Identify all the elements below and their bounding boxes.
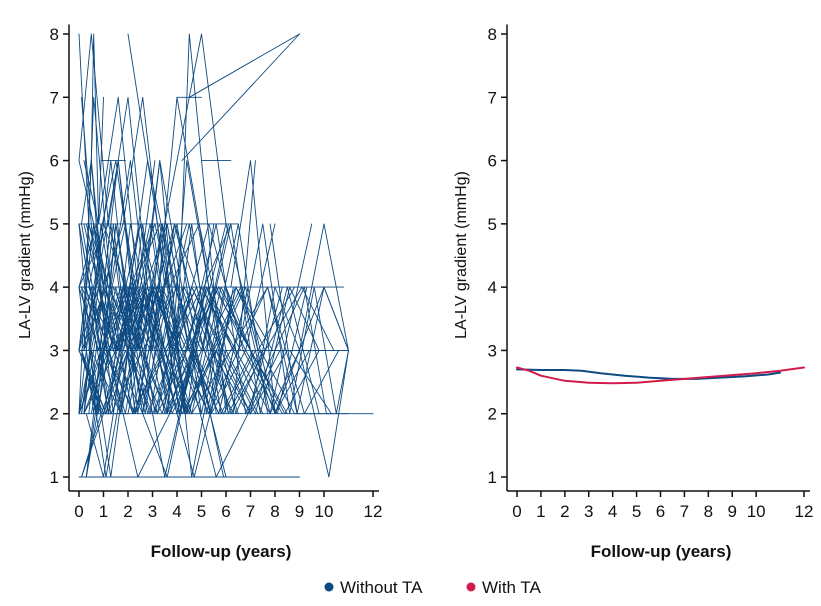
without-ta-line xyxy=(516,368,782,380)
left-y-tick-label: 5 xyxy=(50,215,59,234)
left-y-tick-label: 6 xyxy=(50,152,59,171)
left-x-tick-label: 4 xyxy=(172,502,181,521)
legend-label-without-ta: Without TA xyxy=(340,578,423,597)
patient-trajectory-line xyxy=(78,160,210,415)
left-x-tick-label: 0 xyxy=(74,502,83,521)
left-x-tick-label: 12 xyxy=(364,502,383,521)
right-x-tick-label: 3 xyxy=(584,502,593,521)
patient-trajectory-line xyxy=(152,33,227,288)
patient-trajectory-line xyxy=(78,286,349,415)
left-x-tick-label: 9 xyxy=(295,502,304,521)
patient-trajectory-line xyxy=(85,286,205,478)
right-y-tick-label: 8 xyxy=(488,25,497,44)
right-x-tick-label: 10 xyxy=(747,502,766,521)
right-x-tick-label: 6 xyxy=(656,502,665,521)
legend-label-with-ta: With TA xyxy=(482,578,542,597)
right-x-tick-label: 2 xyxy=(560,502,569,521)
patient-trajectory-line xyxy=(83,286,325,415)
patient-trajectory-line xyxy=(81,223,313,415)
patient-trajectory-line xyxy=(83,286,234,478)
right-y-tick-label: 1 xyxy=(488,468,497,487)
left-x-tick-label: 10 xyxy=(315,502,334,521)
patient-trajectory-line xyxy=(181,33,300,162)
right-y-tick-label: 7 xyxy=(488,88,497,107)
patient-trajectory-line xyxy=(250,286,349,478)
patient-trajectory-line xyxy=(83,96,156,288)
right-y-tick-label: 3 xyxy=(488,341,497,360)
patient-trajectory-line xyxy=(83,286,340,415)
left-x-axis-title: Follow-up (years) xyxy=(151,542,292,561)
patient-trajectory-line xyxy=(90,286,298,415)
with-ta-line xyxy=(516,366,805,385)
left-y-tick-label: 2 xyxy=(50,405,59,424)
left-x-tick-label: 3 xyxy=(148,502,157,521)
patient-trajectory-line xyxy=(269,223,349,415)
patient-trajectory-line xyxy=(237,223,349,415)
legend: Without TA With TA xyxy=(324,578,542,597)
right-y-tick-label: 4 xyxy=(488,278,497,297)
patient-trajectory-line xyxy=(230,160,349,415)
patient-trajectory-line xyxy=(88,160,217,415)
left-x-tick-label: 1 xyxy=(99,502,108,521)
patient-trajectory-line xyxy=(188,33,300,98)
legend-marker-without-ta xyxy=(324,582,334,592)
left-x-tick-label: 5 xyxy=(197,502,206,521)
left-x-tick-label: 6 xyxy=(221,502,230,521)
patient-trajectory-line xyxy=(90,33,104,225)
patient-trajectory-line xyxy=(81,349,281,478)
right-y-tick-label: 6 xyxy=(488,152,497,171)
right-y-tick-label: 5 xyxy=(488,215,497,234)
right-x-tick-label: 8 xyxy=(704,502,713,521)
patient-trajectory-line xyxy=(85,286,256,478)
left-x-tick-label: 7 xyxy=(246,502,255,521)
left-y-tick-label: 1 xyxy=(50,468,59,487)
patient-trajectory-line xyxy=(274,286,349,415)
left-y-tick-label: 3 xyxy=(50,341,59,360)
left-x-tick-label: 2 xyxy=(123,502,132,521)
right-y-axis-title: LA-LV gradient (mmHg) xyxy=(453,171,470,339)
left-y-tick-label: 7 xyxy=(50,88,59,107)
right-x-tick-label: 9 xyxy=(728,502,737,521)
right-x-tick-label: 4 xyxy=(608,502,617,521)
left-y-axis-title: LA-LV gradient (mmHg) xyxy=(17,171,34,339)
right-y-tick-label: 2 xyxy=(488,405,497,424)
left-y-tick-label: 4 xyxy=(50,278,59,297)
right-x-tick-label: 5 xyxy=(632,502,641,521)
legend-marker-with-ta xyxy=(466,582,476,592)
right-x-tick-label: 7 xyxy=(680,502,689,521)
patient-trajectory-line xyxy=(127,33,227,415)
right-x-tick-label: 0 xyxy=(512,502,521,521)
right-x-axis-title: Follow-up (years) xyxy=(591,542,732,561)
right-x-tick-label: 12 xyxy=(795,502,814,521)
left-x-tick-label: 8 xyxy=(270,502,279,521)
right-x-tick-label: 1 xyxy=(536,502,545,521)
left-y-tick-label: 8 xyxy=(50,25,59,44)
